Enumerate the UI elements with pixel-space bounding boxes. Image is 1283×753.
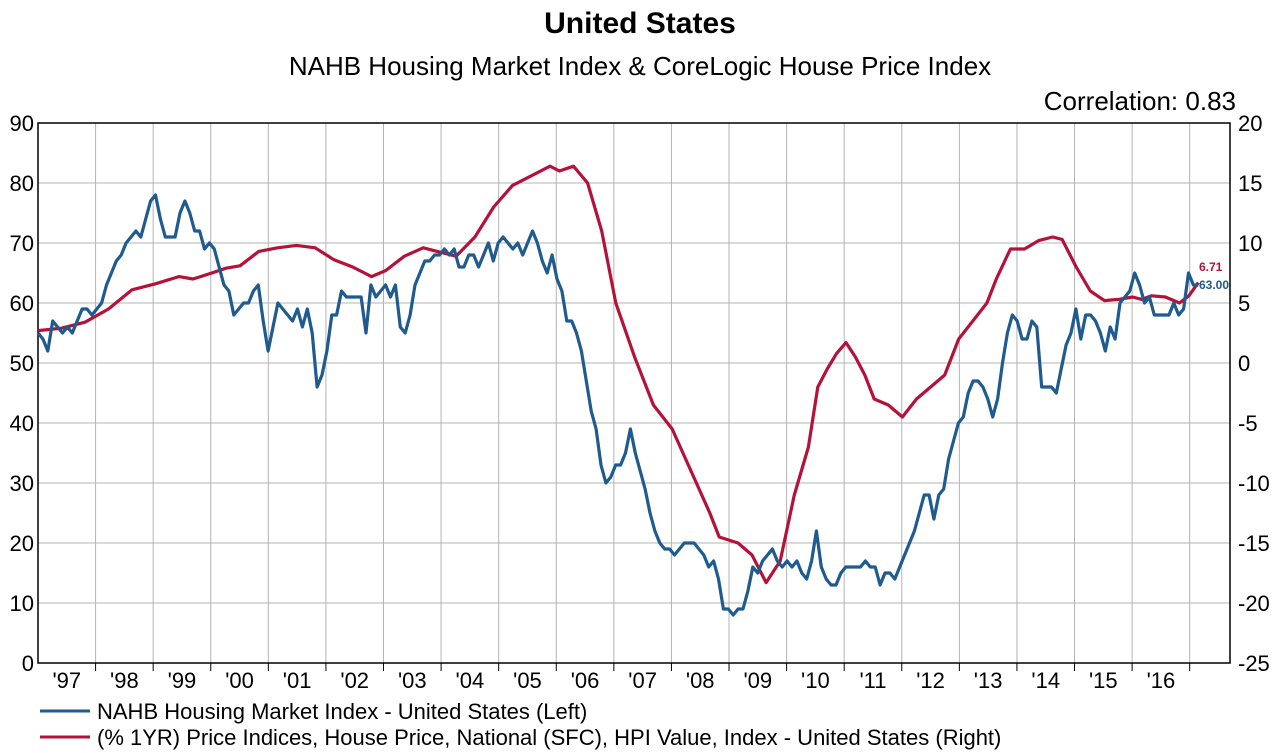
x-tick-label: '02 [340,668,369,693]
chart-title: United States [544,7,736,40]
legend-label-house-price: (% 1YR) Price Indices, House Price, Nati… [97,725,1001,750]
x-tick-label: '14 [1031,668,1060,693]
left-tick-label: 60 [10,291,34,316]
right-tick-label: 10 [1238,231,1262,256]
x-tick-label: '06 [571,668,600,693]
x-axis: '97 '98 '99 '00 '01 '02 '03 '04 '05 '06 '07 '08 '09 '… [52,663,1191,693]
series-line-nahb [36,193,1199,617]
end-label-house-price: 6.71 [1199,260,1223,274]
left-tick-label: 70 [10,231,34,256]
x-tick-label: '10 [801,668,830,693]
x-tick-label: '98 [110,668,139,693]
end-label-nahb: 63.00 [1199,278,1229,292]
left-tick-label: 20 [10,531,34,556]
left-tick-label: 50 [10,351,34,376]
chart-subtitle: NAHB Housing Market Index & CoreLogic Ho… [289,51,991,81]
x-tick-label: '03 [398,668,427,693]
right-tick-label: -15 [1238,531,1270,556]
x-tick-label: '04 [456,668,485,693]
right-tick-label: -10 [1238,471,1270,496]
left-tick-label: 30 [10,471,34,496]
x-tick-label: '05 [513,668,542,693]
left-tick-label: 40 [10,411,34,436]
gridlines [38,122,1230,664]
plot-frame [37,122,1231,664]
x-tick-label: '15 [1089,668,1118,693]
series-line-house-price [37,164,1200,585]
x-tick-label: '07 [628,668,657,693]
x-tick-label: '09 [743,668,772,693]
x-tick-label: '16 [1147,668,1176,693]
left-tick-label: 0 [22,651,34,676]
right-tick-label: 0 [1238,351,1250,376]
left-axis: 0 10 20 30 40 50 60 70 80 90 [10,111,34,676]
legend-label-nahb: NAHB Housing Market Index - United State… [97,699,587,724]
right-tick-label: 20 [1238,111,1262,136]
x-tick-label: '99 [168,668,197,693]
x-tick-label: '00 [225,668,254,693]
x-tick-label: '01 [283,668,312,693]
right-tick-label: -25 [1238,651,1270,676]
x-tick-label: '13 [974,668,1003,693]
left-tick-label: 10 [10,591,34,616]
right-tick-label: -20 [1238,591,1270,616]
x-tick-label: '08 [686,668,715,693]
right-tick-label: -5 [1238,411,1258,436]
x-tick-label: '12 [916,668,945,693]
x-tick-label: '97 [52,668,81,693]
right-tick-label: 5 [1238,291,1250,316]
legend: NAHB Housing Market Index - United State… [40,699,1001,750]
left-tick-label: 90 [10,111,34,136]
right-axis: -25 -20 -15 -10 -5 0 5 10 15 20 [1238,111,1270,676]
x-tick-label: '11 [859,668,886,693]
correlation-annotation: Correlation: 0.83 [1044,86,1236,116]
right-tick-label: 15 [1238,171,1262,196]
left-tick-label: 80 [10,171,34,196]
